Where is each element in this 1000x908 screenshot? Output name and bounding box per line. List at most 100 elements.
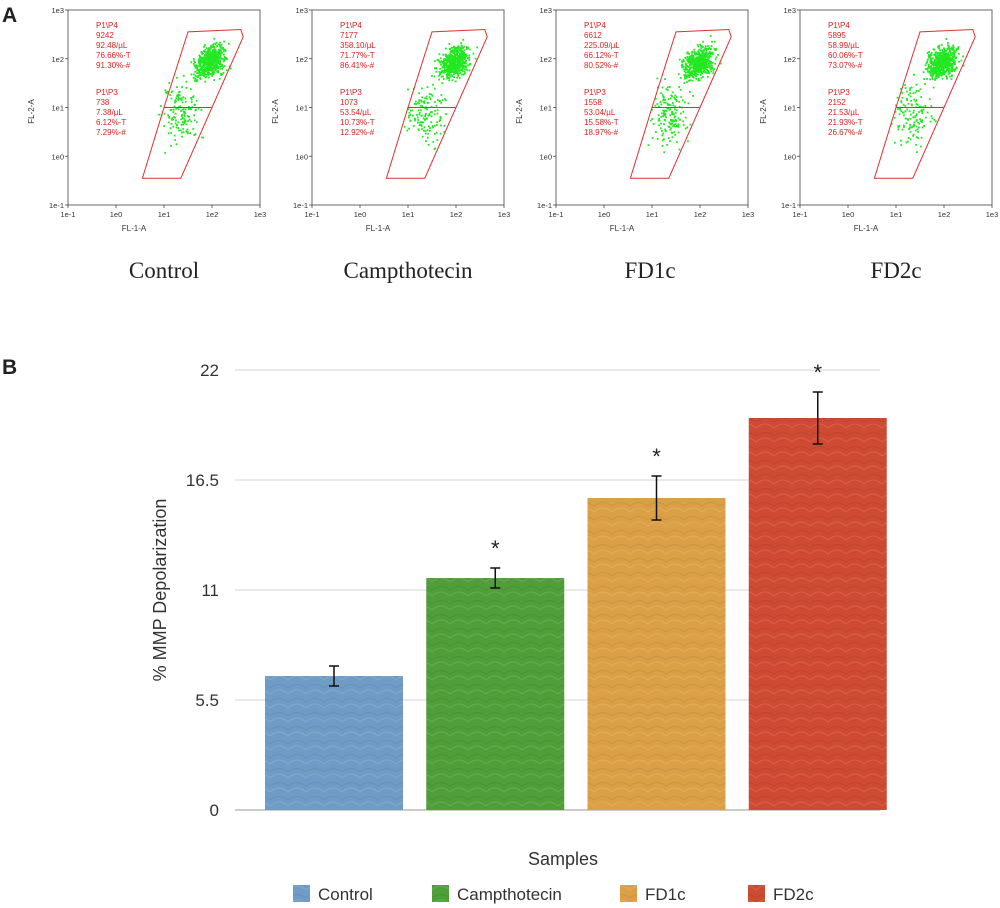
event-dot bbox=[192, 77, 195, 79]
event-dot bbox=[709, 68, 712, 71]
event-dot bbox=[946, 69, 948, 72]
event-dot bbox=[408, 127, 410, 130]
event-dot bbox=[695, 67, 698, 69]
event-dot bbox=[947, 53, 950, 56]
event-dot bbox=[170, 91, 173, 94]
error-bar bbox=[329, 665, 339, 687]
event-dot bbox=[940, 52, 942, 55]
event-dot bbox=[211, 72, 214, 75]
event-dot bbox=[176, 95, 178, 97]
event-dot bbox=[958, 52, 960, 55]
event-dot bbox=[164, 151, 166, 154]
event-dot bbox=[208, 55, 211, 57]
event-dot bbox=[692, 70, 695, 72]
event-dot bbox=[691, 75, 694, 78]
event-dot bbox=[949, 64, 951, 67]
event-dot bbox=[664, 114, 666, 117]
event-dot bbox=[417, 109, 420, 112]
event-dot bbox=[195, 108, 197, 111]
event-dot bbox=[221, 68, 223, 70]
event-dot bbox=[917, 90, 920, 92]
event-dot bbox=[696, 59, 698, 61]
event-dot bbox=[459, 59, 462, 62]
event-dot bbox=[662, 115, 664, 118]
event-dot bbox=[459, 66, 462, 68]
event-dot bbox=[702, 57, 705, 60]
event-dot bbox=[178, 105, 181, 108]
event-dot bbox=[194, 77, 197, 80]
event-dot bbox=[933, 69, 936, 72]
event-dot bbox=[698, 67, 700, 69]
event-dot bbox=[426, 118, 428, 120]
event-dot bbox=[943, 53, 945, 56]
event-dot bbox=[217, 69, 219, 72]
gate-p4-stat: 7177 bbox=[340, 31, 358, 40]
event-dot bbox=[692, 56, 694, 58]
event-dot bbox=[457, 65, 460, 67]
event-dot bbox=[457, 63, 459, 66]
legend-label: Campthotecin bbox=[457, 885, 562, 904]
event-dot bbox=[180, 115, 183, 118]
event-dot bbox=[957, 46, 960, 48]
event-dot bbox=[896, 108, 899, 111]
event-dot bbox=[216, 63, 219, 66]
event-dot bbox=[661, 130, 663, 132]
event-dot bbox=[900, 88, 902, 90]
event-dot bbox=[678, 105, 681, 108]
event-dot bbox=[196, 72, 199, 74]
event-dot bbox=[920, 96, 923, 98]
event-dot bbox=[459, 47, 462, 50]
event-dot bbox=[915, 99, 918, 102]
event-dot bbox=[688, 76, 691, 79]
event-dot bbox=[896, 96, 899, 99]
y-axis-label: FL-2-A bbox=[271, 99, 280, 124]
event-dot bbox=[947, 63, 950, 66]
event-dot bbox=[190, 97, 192, 99]
event-dot bbox=[190, 98, 193, 101]
event-dot bbox=[915, 113, 918, 116]
event-dot bbox=[175, 126, 178, 129]
event-dot bbox=[695, 72, 698, 75]
event-dot bbox=[947, 45, 950, 48]
gate-p4-stat: 9242 bbox=[96, 31, 114, 40]
event-dot bbox=[937, 76, 940, 79]
event-dot bbox=[463, 53, 465, 56]
event-dot bbox=[458, 63, 461, 66]
event-dot bbox=[947, 65, 949, 67]
event-dot bbox=[957, 48, 960, 50]
scatter-points bbox=[403, 38, 479, 150]
event-dot bbox=[169, 109, 172, 111]
event-dot bbox=[705, 60, 708, 63]
event-dot bbox=[675, 109, 678, 112]
event-dot bbox=[444, 62, 446, 64]
event-dot bbox=[703, 48, 706, 51]
event-dot bbox=[700, 50, 702, 52]
gate-p4-stat: 5895 bbox=[828, 31, 846, 40]
event-dot bbox=[692, 95, 694, 97]
event-dot bbox=[902, 103, 905, 106]
event-dot bbox=[699, 59, 702, 62]
event-dot bbox=[660, 92, 663, 94]
event-dot bbox=[465, 59, 467, 62]
event-dot bbox=[202, 58, 204, 61]
event-dot bbox=[662, 109, 664, 112]
event-dot bbox=[456, 60, 458, 63]
event-dot bbox=[678, 86, 680, 88]
x-tick-label: 1e2 bbox=[694, 210, 707, 219]
event-dot bbox=[462, 51, 464, 53]
event-dot bbox=[660, 103, 663, 106]
event-dot bbox=[452, 50, 455, 52]
event-dot bbox=[178, 129, 180, 132]
event-dot bbox=[180, 124, 183, 126]
event-dot bbox=[686, 81, 688, 83]
event-dot bbox=[457, 45, 460, 47]
event-dot bbox=[938, 74, 940, 77]
event-dot bbox=[671, 91, 674, 94]
event-dot bbox=[924, 64, 927, 67]
event-dot bbox=[933, 61, 936, 64]
event-dot bbox=[682, 110, 685, 113]
event-dot bbox=[461, 59, 464, 61]
event-dot bbox=[216, 56, 219, 59]
event-dot bbox=[408, 111, 411, 114]
event-dot bbox=[426, 108, 428, 111]
